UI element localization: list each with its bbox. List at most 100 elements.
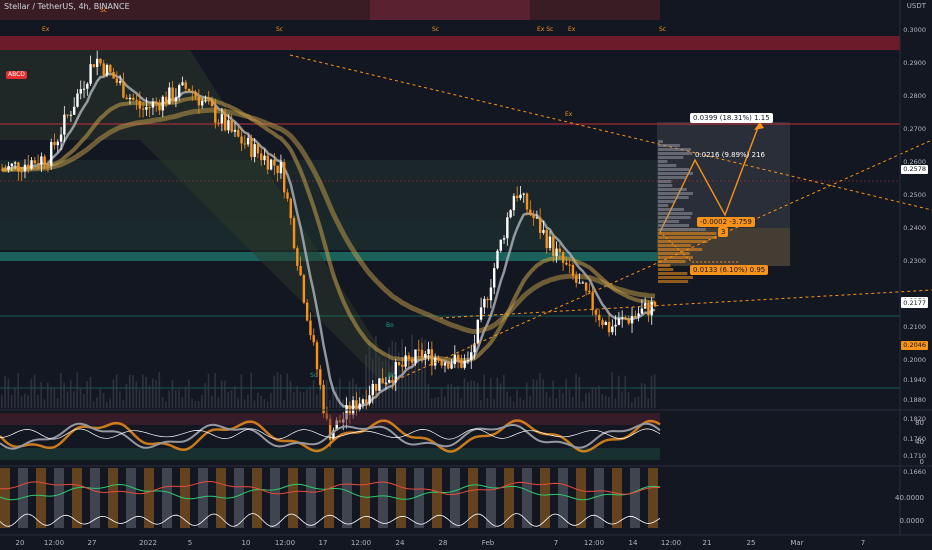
volume-bar — [644, 383, 646, 408]
volume-bar — [460, 398, 462, 408]
price-tick-label: 0.2400 — [903, 224, 926, 232]
candle-body — [453, 354, 457, 365]
signal-marker: Bo — [388, 372, 396, 379]
price-tag: 0.2177 — [901, 299, 928, 309]
candle-body — [59, 134, 63, 142]
volume-bar — [240, 374, 243, 408]
volume-bar — [571, 396, 574, 408]
volume-bar — [283, 400, 285, 408]
volume-bar — [46, 382, 49, 408]
candle-body — [611, 326, 614, 333]
volume-bar — [83, 394, 85, 408]
candle-body — [555, 248, 558, 256]
candle-body — [0, 169, 4, 171]
volume-bar — [486, 397, 489, 408]
osc-zone — [0, 468, 10, 528]
candle-body — [197, 96, 201, 106]
candle-body — [40, 156, 43, 165]
candle-body — [36, 163, 40, 165]
candle-body — [246, 138, 250, 145]
volume-bar — [119, 391, 121, 408]
candle-body — [161, 96, 164, 111]
volume-bar — [506, 391, 508, 408]
candle-body — [223, 114, 227, 131]
volume-bar — [476, 382, 479, 408]
volume-bar — [598, 385, 600, 408]
price-tick-label: 0.2900 — [903, 59, 926, 67]
volume-bar — [470, 380, 472, 408]
volume-bar — [581, 401, 584, 408]
volume-bar — [43, 399, 46, 408]
volume-bar — [135, 381, 138, 408]
volume-bar — [174, 390, 177, 408]
candle-body — [404, 355, 407, 367]
rsi-fast-line — [0, 428, 661, 440]
volume-bar — [575, 373, 577, 408]
candle-body — [184, 82, 187, 89]
volume-bar — [201, 395, 203, 408]
candle-body — [493, 268, 496, 288]
volume-bar — [309, 386, 312, 408]
volume-bar — [447, 384, 449, 408]
candle-body — [115, 78, 119, 83]
time-tick-label: 10 — [241, 539, 251, 547]
volume-bar — [611, 372, 613, 408]
candle-body — [584, 282, 588, 291]
candle-body — [148, 107, 151, 109]
volume-bar — [168, 390, 170, 408]
volume-bar — [299, 391, 302, 408]
time-tick-label: 12:00 — [43, 539, 65, 547]
volume-bar — [197, 401, 200, 408]
signal-marker: Ex — [568, 26, 576, 33]
time-tick-label: 14 — [628, 539, 638, 547]
candle-body — [227, 120, 230, 131]
candle-body — [102, 63, 105, 76]
volume-bar — [276, 372, 279, 408]
candle-body — [519, 194, 522, 199]
chart-title[interactable]: Stellar / TetherUS, 4h, BINANCE — [4, 2, 130, 11]
candle-body — [420, 349, 424, 358]
volume-bar — [92, 401, 95, 408]
time-tick-label: 12:00 — [583, 539, 605, 547]
candle-body — [414, 349, 417, 363]
candle-body — [479, 307, 483, 320]
volume-bar — [50, 387, 52, 408]
price-tick-label: 0.1820 — [903, 415, 926, 424]
signal-marker: Bo — [386, 322, 394, 329]
signal-marker: Ex Sc — [537, 26, 554, 33]
profile-bar — [658, 152, 693, 155]
candle-body — [92, 64, 96, 67]
osc-zone — [90, 468, 100, 528]
volume-bar — [217, 397, 220, 408]
volume-bar — [555, 397, 558, 408]
candle-body — [371, 383, 374, 396]
osc-zone — [630, 468, 640, 528]
volume-bar — [7, 378, 10, 408]
volume-bar — [293, 392, 295, 408]
candle-body — [571, 264, 575, 276]
volume-bar — [158, 372, 161, 408]
time-tick-label: 25 — [746, 539, 756, 547]
volume-bar — [266, 401, 269, 408]
volume-bar — [404, 356, 407, 408]
osc-histogram — [0, 513, 661, 527]
candle-body — [496, 250, 499, 269]
candle-body — [378, 378, 381, 391]
osc-zone — [594, 468, 604, 528]
candle-body — [263, 155, 266, 161]
candle-body — [237, 129, 240, 137]
osc-zone — [306, 468, 316, 528]
volume-bar — [496, 377, 499, 408]
volume-bar — [14, 387, 16, 408]
candle-body — [266, 155, 269, 170]
candle-body — [345, 405, 348, 420]
volume-bar — [443, 396, 446, 408]
volume-bar — [594, 387, 597, 408]
entry-label: -0.0002 -3.759 — [697, 217, 755, 227]
volume-bar — [332, 388, 335, 408]
candle-body — [617, 318, 621, 325]
candle-body — [506, 217, 509, 239]
candle-body — [72, 106, 76, 115]
volume-bar — [270, 392, 272, 408]
